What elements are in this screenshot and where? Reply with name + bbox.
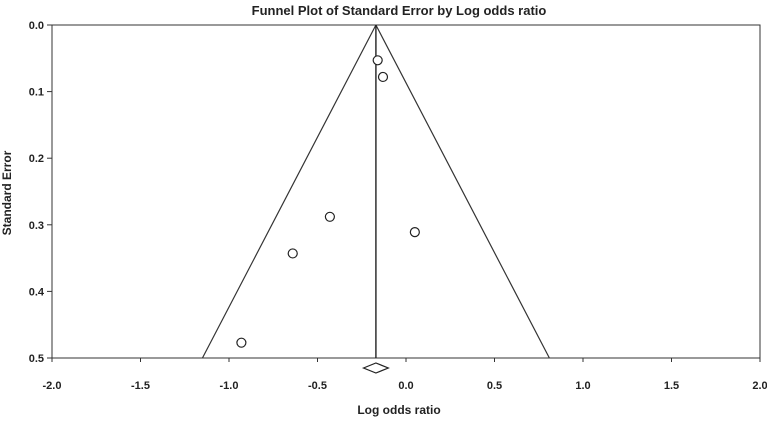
y-tick-label: 0.4: [29, 286, 45, 298]
study-point: [377, 71, 389, 83]
x-tick-label: 0.5: [487, 380, 502, 392]
study-point: [287, 248, 298, 259]
x-tick-label: 1.5: [664, 380, 679, 392]
x-tick-label: 2.0: [752, 380, 767, 392]
funnel-right-limit: [375, 24, 550, 359]
x-tick-label: 0.0: [398, 380, 413, 392]
x-tick-label: 1.0: [575, 380, 590, 392]
y-tick-label: 0.1: [29, 87, 44, 99]
chart-title: Funnel Plot of Standard Error by Log odd…: [252, 3, 547, 18]
funnel-left-limit: [201, 24, 377, 359]
x-tick-label: -0.5: [308, 380, 327, 392]
y-axis: 0.0 0.1 0.2 0.3 0.4 0.5: [29, 20, 52, 365]
summary-diamond: [361, 362, 390, 374]
x-axis-label: Log odds ratio: [357, 403, 440, 417]
x-axis: -2.0 -1.5 -1.0 -0.5 0.0 0.5 1.0 1.5 2.0: [43, 358, 767, 392]
study-point: [372, 55, 383, 66]
y-tick-label: 0.0: [29, 20, 44, 32]
y-tick-label: 0.2: [29, 153, 44, 165]
study-point: [409, 227, 420, 238]
x-tick-label: -1.0: [220, 380, 239, 392]
y-axis-label: Standard Error: [0, 150, 14, 235]
y-tick-label: 0.3: [29, 220, 44, 232]
plot-area: [51, 24, 761, 374]
x-tick-label: -2.0: [43, 380, 62, 392]
y-tick-label: 0.5: [29, 353, 44, 365]
plot-frame: [51, 24, 761, 359]
study-point: [236, 337, 247, 348]
x-tick-label: -1.5: [131, 380, 150, 392]
study-point: [324, 211, 335, 222]
